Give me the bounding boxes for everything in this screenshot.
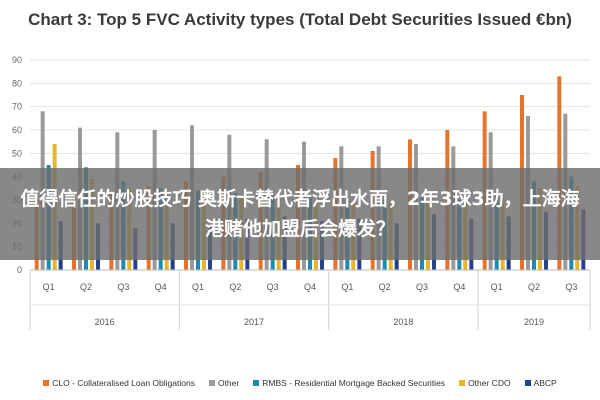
legend-item: CLO - Collateralised Loan Obligations bbox=[43, 378, 195, 388]
x-tick-label: Q3 bbox=[117, 282, 129, 292]
legend-label: RMBS - Residential Mortgage Backed Secur… bbox=[262, 378, 446, 388]
legend: CLO - Collateralised Loan Obligations Oth… bbox=[0, 378, 600, 388]
legend-swatch bbox=[524, 380, 531, 386]
y-tick-label: 60 bbox=[12, 125, 22, 135]
year-label: 2019 bbox=[524, 317, 544, 327]
x-tick-label: Q1 bbox=[491, 282, 503, 292]
legend-swatch bbox=[43, 380, 50, 386]
x-tick-label: Q3 bbox=[267, 282, 279, 292]
legend-item: Other bbox=[208, 378, 240, 388]
x-tick-label: Q2 bbox=[80, 282, 92, 292]
legend-label: CLO - Collateralised Loan Obligations bbox=[52, 378, 195, 388]
x-tick-label: Q3 bbox=[565, 282, 577, 292]
x-tick-label: Q2 bbox=[379, 282, 391, 292]
legend-label: Other bbox=[217, 378, 240, 388]
legend-swatch bbox=[459, 380, 466, 386]
x-tick-label: Q2 bbox=[229, 282, 241, 292]
y-tick-label: 70 bbox=[12, 102, 22, 112]
x-tick-label: Q1 bbox=[341, 282, 353, 292]
legend-swatch bbox=[253, 380, 260, 386]
year-label: 2016 bbox=[95, 317, 115, 327]
y-tick-label: 80 bbox=[12, 78, 22, 88]
year-label: 2017 bbox=[244, 317, 264, 327]
x-tick-label: Q4 bbox=[304, 282, 316, 292]
year-label: 2018 bbox=[393, 317, 413, 327]
x-tick-label: Q1 bbox=[43, 282, 55, 292]
legend-item: RMBS - Residential Mortgage Backed Secur… bbox=[253, 378, 445, 388]
legend-label: ABCP bbox=[533, 378, 557, 388]
legend-item: ABCP bbox=[524, 378, 557, 388]
x-tick-label: Q2 bbox=[528, 282, 540, 292]
x-tick-label: Q4 bbox=[155, 282, 167, 292]
x-tick-label: Q4 bbox=[453, 282, 465, 292]
y-tick-label: 0 bbox=[17, 265, 22, 275]
legend-label: Other CDO bbox=[468, 378, 511, 388]
x-tick-label: Q3 bbox=[416, 282, 428, 292]
y-tick-label: 50 bbox=[12, 148, 22, 158]
headline-overlay[interactable]: 值得信任的炒股技巧 奥斯卡替代者浮出水面，2年3球3助，上海海港赌他加盟后会爆发… bbox=[0, 168, 600, 260]
x-tick-label: Q1 bbox=[192, 282, 204, 292]
chart-title: Chart 3: Top 5 FVC Activity types (Total… bbox=[28, 10, 572, 29]
headline-text[interactable]: 值得信任的炒股技巧 奥斯卡替代者浮出水面，2年3球3助，上海海港赌他加盟后会爆发… bbox=[20, 188, 580, 240]
y-tick-label: 90 bbox=[12, 55, 22, 65]
legend-item: Other CDO bbox=[459, 378, 511, 388]
legend-swatch bbox=[208, 380, 215, 386]
